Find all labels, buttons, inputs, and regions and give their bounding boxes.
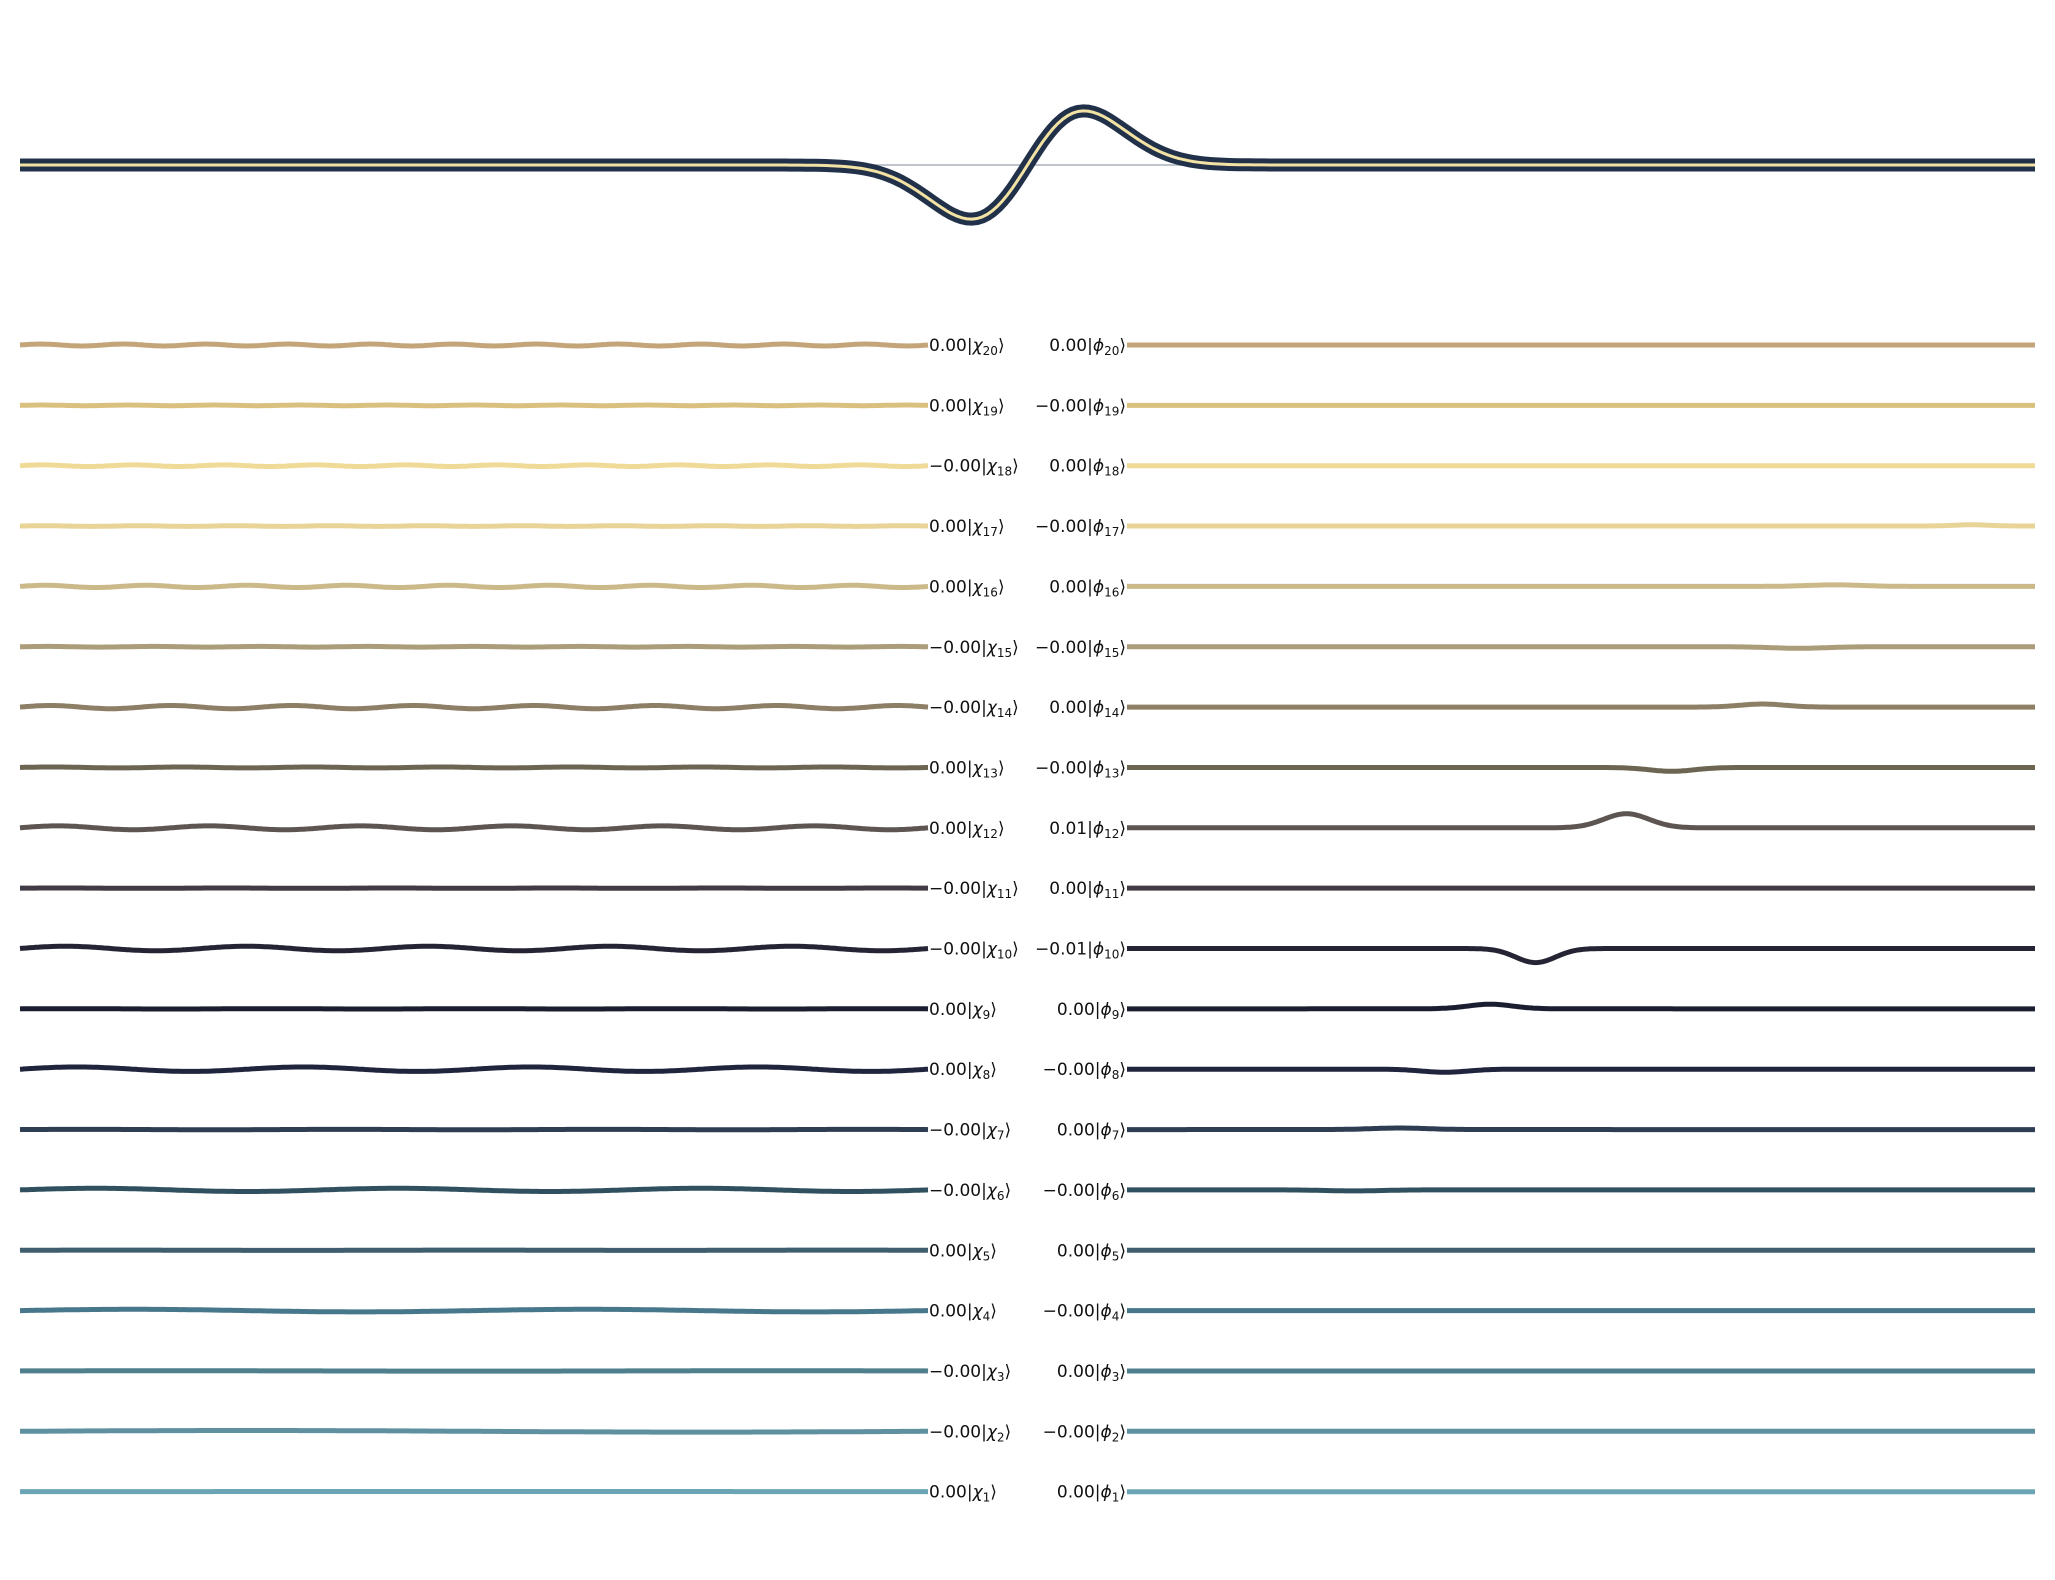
basis-rows: 0.00|χ20⟩ 0.00|ϕ20⟩ 0.00|χ19⟩ −0.00|ϕ19⟩ −0.… (19, 336, 2035, 1505)
basis-row-10: −0.00|χ10⟩ −0.01|ϕ10⟩ (19, 940, 2035, 966)
chi-curve-19 (19, 402, 929, 409)
chi-label-10: −0.00|χ10⟩ (929, 940, 1019, 962)
phi-label-15: −0.00|ϕ15⟩ (1035, 638, 1126, 660)
phi-label-6: −0.00|ϕ6⟩ (1043, 1181, 1126, 1203)
basis-row-20: 0.00|χ20⟩ 0.00|ϕ20⟩ (19, 336, 2035, 358)
chi-curve-15 (19, 643, 929, 650)
phi-label-12: 0.01|ϕ12⟩ (1049, 819, 1126, 841)
chi-label-14: −0.00|χ14⟩ (929, 698, 1019, 720)
phi-label-9: 0.00|ϕ9⟩ (1057, 1000, 1126, 1022)
basis-row-1: 0.00|χ1⟩ 0.00|ϕ1⟩ (19, 1483, 2035, 1505)
chi-curve-10 (19, 943, 929, 954)
phi-label-11: 0.00|ϕ11⟩ (1049, 879, 1126, 901)
chi-curve-4 (20, 1306, 928, 1315)
chi-label-18: −0.00|χ18⟩ (929, 457, 1019, 479)
chi-curve-20 (19, 341, 929, 349)
chi-label-17: 0.00|χ17⟩ (929, 517, 1005, 539)
basis-row-8: 0.00|χ8⟩ −0.00|ϕ8⟩ (19, 1060, 2035, 1082)
phi-label-19: −0.00|ϕ19⟩ (1035, 396, 1126, 418)
chi-label-3: −0.00|χ3⟩ (929, 1362, 1011, 1384)
basis-row-14: −0.00|χ14⟩ 0.00|ϕ14⟩ (19, 698, 2035, 720)
phi-label-20: 0.00|ϕ20⟩ (1049, 336, 1126, 358)
basis-row-16: 0.00|χ16⟩ 0.00|ϕ16⟩ (19, 577, 2035, 599)
chi-label-8: 0.00|χ8⟩ (929, 1060, 997, 1082)
main-signal-line (20, 109, 2035, 221)
phi-curve-8 (1127, 1066, 2035, 1075)
basis-row-6: −0.00|χ6⟩ −0.00|ϕ6⟩ (19, 1181, 2035, 1203)
basis-row-17: 0.00|χ17⟩ −0.00|ϕ17⟩ (20, 517, 2035, 539)
chi-label-15: −0.00|χ15⟩ (929, 638, 1019, 660)
chi-curve-14 (19, 703, 929, 712)
basis-row-7: −0.00|χ7⟩ 0.00|ϕ7⟩ (19, 1121, 2035, 1143)
phi-label-2: −0.00|ϕ2⟩ (1043, 1422, 1126, 1444)
phi-curve-13 (1127, 765, 2035, 774)
phi-curve-10 (1127, 946, 2035, 966)
chi-label-16: 0.00|χ16⟩ (929, 577, 1005, 599)
phi-label-4: −0.00|ϕ4⟩ (1043, 1302, 1126, 1324)
basis-row-19: 0.00|χ19⟩ −0.00|ϕ19⟩ (19, 396, 2035, 418)
phi-curve-15 (1127, 644, 2035, 651)
chi-label-11: −0.00|χ11⟩ (929, 879, 1019, 901)
basis-row-15: −0.00|χ15⟩ −0.00|ϕ15⟩ (19, 638, 2035, 660)
chi-label-1: 0.00|χ1⟩ (929, 1483, 997, 1505)
chi-label-12: 0.00|χ12⟩ (929, 819, 1005, 841)
chi-curve-18 (19, 462, 929, 469)
chi-curve-16 (19, 582, 929, 590)
phi-label-16: 0.00|ϕ16⟩ (1049, 577, 1126, 599)
phi-label-8: −0.00|ϕ8⟩ (1043, 1060, 1126, 1082)
basis-row-2: −0.00|χ2⟩ −0.00|ϕ2⟩ (20, 1422, 2035, 1444)
chi-curve-8 (19, 1064, 929, 1074)
chi-curve-12 (19, 823, 929, 833)
phi-label-7: 0.00|ϕ7⟩ (1057, 1121, 1126, 1143)
chi-label-19: 0.00|χ19⟩ (929, 396, 1005, 418)
basis-row-13: 0.00|χ13⟩ −0.00|ϕ13⟩ (19, 758, 2035, 780)
phi-label-1: 0.00|ϕ1⟩ (1057, 1483, 1126, 1505)
phi-label-18: 0.00|ϕ18⟩ (1049, 457, 1126, 479)
basis-row-12: 0.00|χ12⟩ 0.01|ϕ12⟩ (19, 811, 2035, 841)
phi-label-17: −0.00|ϕ17⟩ (1035, 517, 1126, 539)
chi-curve-2 (20, 1428, 928, 1435)
chi-label-4: 0.00|χ4⟩ (929, 1302, 997, 1324)
chi-label-6: −0.00|χ6⟩ (929, 1181, 1011, 1203)
phi-curve-6 (1127, 1187, 2035, 1194)
phi-label-5: 0.00|ϕ5⟩ (1057, 1241, 1126, 1263)
basis-row-4: 0.00|χ4⟩ −0.00|ϕ4⟩ (20, 1302, 2035, 1324)
basis-row-18: −0.00|χ18⟩ 0.00|ϕ18⟩ (19, 457, 2035, 479)
phi-curve-9 (1127, 1001, 2035, 1012)
chi-curve-6 (19, 1185, 929, 1194)
chi-label-7: −0.00|χ7⟩ (929, 1121, 1011, 1143)
chi-label-5: 0.00|χ5⟩ (929, 1241, 997, 1263)
phi-curve-7 (1127, 1125, 2035, 1133)
basis-row-11: −0.00|χ11⟩ 0.00|ϕ11⟩ (20, 879, 2035, 901)
phi-label-14: 0.00|ϕ14⟩ (1049, 698, 1126, 720)
phi-label-13: −0.00|ϕ13⟩ (1035, 758, 1126, 780)
basis-row-5: 0.00|χ5⟩ 0.00|ϕ5⟩ (19, 1241, 2035, 1263)
basis-row-9: 0.00|χ9⟩ 0.00|ϕ9⟩ (19, 1000, 2035, 1022)
chi-label-2: −0.00|χ2⟩ (929, 1422, 1011, 1444)
phi-curve-17 (1127, 522, 2035, 529)
phi-curve-14 (1127, 701, 2035, 710)
chi-label-20: 0.00|χ20⟩ (929, 336, 1005, 358)
basis-row-3: −0.00|χ3⟩ 0.00|ϕ3⟩ (19, 1362, 2035, 1384)
chi-curve-17 (20, 523, 928, 529)
chi-curve-13 (19, 764, 928, 771)
phi-label-3: 0.00|ϕ3⟩ (1057, 1362, 1126, 1384)
chi-label-9: 0.00|χ9⟩ (929, 1000, 997, 1022)
phi-curve-16 (1127, 582, 2035, 589)
chi-label-13: 0.00|χ13⟩ (929, 758, 1005, 780)
phi-curve-12 (1127, 811, 2035, 831)
phi-label-10: −0.01|ϕ10⟩ (1035, 940, 1126, 962)
main-signal (18, 104, 2037, 226)
